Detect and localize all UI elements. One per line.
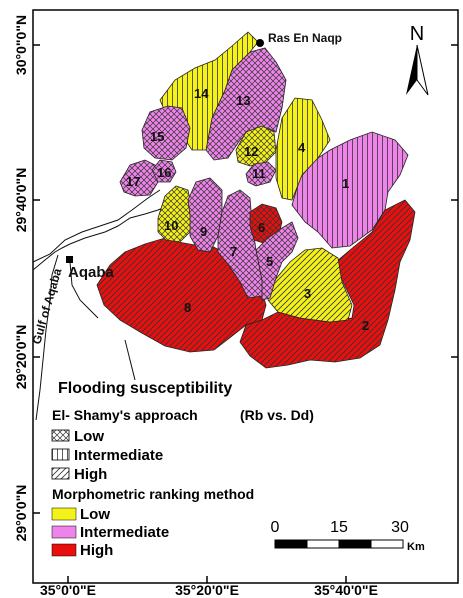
basin-label-4: 4	[298, 140, 306, 155]
basin-label-13: 13	[236, 93, 250, 108]
basin-12-hatch	[236, 126, 276, 166]
basin-label-15: 15	[150, 129, 164, 144]
legend-title: Flooding susceptibility	[58, 380, 232, 397]
basin-label-6: 6	[258, 220, 265, 235]
scale-tick-30: 30	[391, 519, 409, 536]
basin-5-hatch	[256, 222, 298, 300]
lat-label-29-40: 29°40'0"N	[13, 168, 29, 233]
legend-approach-formula: (Rb vs. Dd)	[240, 407, 314, 423]
basin-15-hatch	[142, 106, 190, 160]
basin-3-hatch	[268, 248, 352, 322]
lon-label-35-40: 35°40'0"E	[314, 582, 378, 598]
basin-8-hatch	[97, 238, 266, 352]
basin-13-hatch	[206, 48, 286, 160]
legend-swatch-morph-intermediate	[51, 525, 77, 539]
scale-bar: 0 15 30 Km	[271, 519, 425, 553]
coastline	[32, 189, 171, 421]
basin-label-10: 10	[164, 218, 178, 233]
legend-morph-title: Morphometric ranking method	[52, 486, 254, 502]
aqaba-marker	[66, 256, 73, 263]
basin-10-hatch	[158, 186, 192, 242]
legend-morph-intermediate: Intermediate	[80, 524, 169, 541]
scale-tick-15: 15	[330, 519, 348, 536]
north-label: N	[410, 23, 424, 45]
basin-label-3: 3	[304, 286, 311, 301]
lat-label-29-0: 29°0'0"N	[13, 485, 29, 542]
legend-hatch-low: Low	[74, 428, 104, 445]
basin-2-hatch	[240, 200, 415, 368]
legend-swatch-morph-high	[51, 543, 77, 557]
legend-swatch-hatch-high	[51, 467, 70, 480]
ras-en-naqp-label: Ras En Naqp	[268, 31, 342, 45]
north-arrow-icon: N	[406, 23, 429, 96]
basin-label-5: 5	[266, 254, 273, 269]
basin-label-8: 8	[184, 300, 191, 315]
basin-17-hatch	[120, 160, 158, 196]
basin-label-16: 16	[157, 165, 171, 180]
legend-morph-low: Low	[80, 506, 110, 523]
legend-morph-high: High	[80, 542, 113, 559]
basin-4-hatch	[276, 98, 330, 200]
basin-label-7: 7	[230, 244, 237, 259]
basin-16-hatch	[152, 160, 176, 182]
aqaba-label: Aqaba	[68, 264, 115, 281]
legend-swatch-hatch-low	[51, 429, 70, 442]
basin-9-hatch	[188, 178, 222, 252]
legend-swatch-morph-low	[51, 507, 77, 521]
scale-unit: Km	[407, 541, 425, 553]
basin-label-11: 11	[252, 166, 266, 181]
ras-en-naqp-marker	[256, 39, 264, 47]
basin-1-hatch	[292, 132, 408, 248]
frame-ticks	[33, 44, 458, 583]
basin-label-14: 14	[194, 86, 209, 101]
legend-hatch-high: High	[74, 466, 107, 483]
map-frame	[32, 9, 459, 584]
lat-label-30: 30°0"0"N	[13, 15, 29, 75]
lat-label-29-20: 29°20'0"N	[13, 325, 29, 390]
legend-swatch-hatch-intermediate	[51, 448, 70, 461]
basin-label-9: 9	[200, 224, 207, 239]
basin-label-2: 2	[362, 318, 369, 333]
lon-label-35-20: 35°20'0"E	[175, 582, 239, 598]
scale-tick-0: 0	[271, 519, 280, 536]
basin-label-12: 12	[244, 144, 258, 159]
basin-label-17: 17	[126, 174, 140, 189]
lon-label-35-0: 35°0'0"E	[40, 582, 96, 598]
gulf-label: Gulf of Aqaba	[29, 266, 64, 345]
legend-approach: El- Shamy's approach	[52, 407, 198, 423]
basin-11-hatch	[246, 162, 276, 186]
legend-hatch-intermediate: Intermediate	[74, 447, 163, 464]
basin-label-1: 1	[342, 176, 349, 191]
